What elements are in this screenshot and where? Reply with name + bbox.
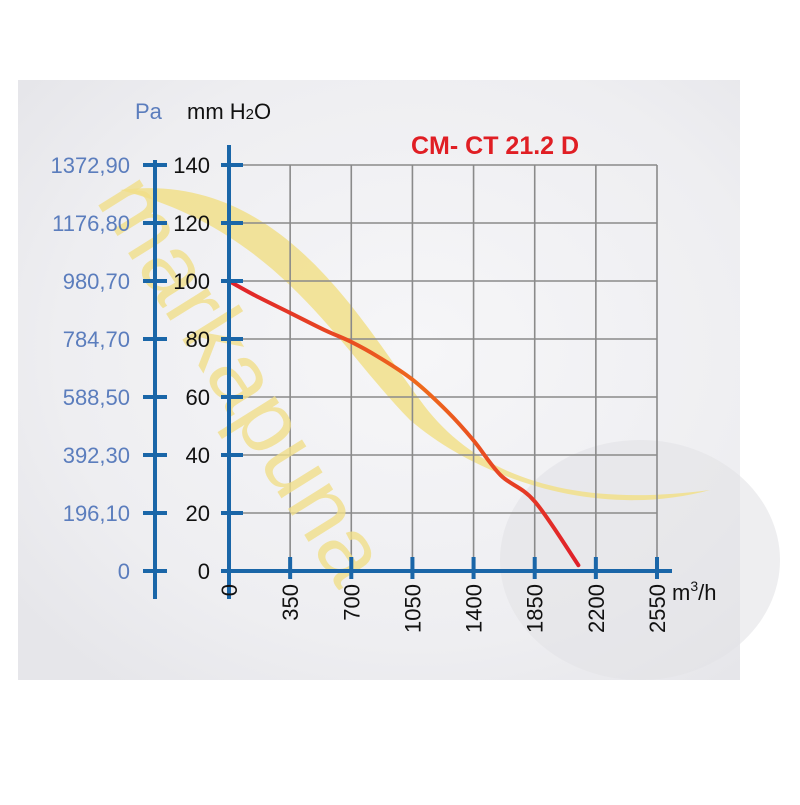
x-tick-label: 1400 (462, 584, 487, 633)
y-tick-label: 140 (173, 153, 210, 178)
pa-tick-label: 392,30 (63, 443, 130, 468)
y-tick-label: 0 (198, 559, 210, 584)
x-tick-label: 700 (339, 584, 364, 621)
x-tick-label: 1850 (523, 584, 548, 633)
y-tick-label: 60 (186, 385, 210, 410)
x-tick-label: 2550 (645, 584, 670, 633)
pa-tick-label: 980,70 (63, 269, 130, 294)
pa-tick-label: 784,70 (63, 327, 130, 352)
chart-title: CM- CT 21.2 D (411, 132, 579, 160)
y-tick-label: 100 (173, 269, 210, 294)
pa-tick-label: 588,50 (63, 385, 130, 410)
pa-tick-label: 0 (118, 559, 130, 584)
pa-axis-title: Pa (135, 99, 163, 124)
pa-tick-label: 1372,90 (50, 153, 130, 178)
y-axis-title: mm H2O (187, 99, 271, 124)
y-tick-label: 20 (186, 501, 210, 526)
y-tick-label: 80 (186, 327, 210, 352)
background-shape (500, 440, 780, 680)
pa-tick-label: 196,10 (63, 501, 130, 526)
pa-tick-label: 1176,80 (52, 211, 130, 236)
x-tick-label: 1050 (400, 584, 425, 633)
y-tick-label: 40 (186, 443, 210, 468)
x-tick-label: 0 (217, 584, 242, 596)
x-tick-label: 350 (278, 584, 303, 621)
y-tick-label: 120 (173, 211, 210, 236)
x-tick-label: 2200 (584, 584, 609, 633)
